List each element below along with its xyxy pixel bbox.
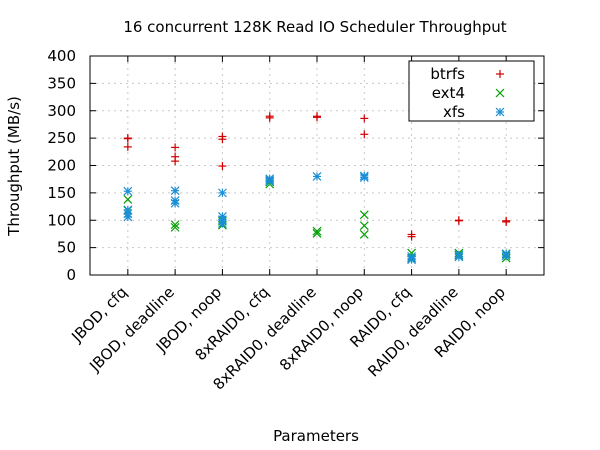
ext4-point (123, 195, 133, 204)
xfs-point (123, 212, 133, 222)
xfs-point (123, 186, 133, 196)
btrfs-point (171, 143, 180, 152)
y-tick-label: 350 (47, 74, 76, 92)
xfs-point (501, 251, 511, 261)
y-tick-label: 300 (47, 102, 76, 120)
xfs-point (312, 172, 322, 181)
ext4-point (312, 228, 322, 238)
xfs-point (265, 176, 275, 186)
y-tick-label: 100 (47, 211, 76, 229)
xfs-point (170, 186, 180, 196)
btrfs-point (360, 130, 369, 139)
btrfs-point (313, 113, 321, 122)
btrfs-point (218, 135, 227, 144)
y-tick-label: 50 (57, 239, 76, 257)
y-tick-label: 150 (47, 184, 76, 202)
xfs-point (359, 173, 369, 182)
ext4-point (312, 226, 322, 236)
x-tick-label: JBOD, deadline (85, 283, 178, 376)
btrfs-point (265, 113, 274, 122)
ext4-point (170, 222, 180, 232)
ext4-point (359, 210, 369, 220)
btrfs-point (171, 157, 180, 166)
btrfs-point (123, 142, 132, 151)
legend-marker-xfs (495, 107, 505, 117)
legend-label: ext4 (432, 84, 465, 102)
x-tick-label: 8xRAID0, noop (276, 283, 367, 374)
xfs-point (407, 255, 417, 265)
btrfs-point (454, 216, 463, 225)
y-tick-label: 400 (47, 47, 76, 65)
xfs-point (454, 252, 464, 262)
xfs-point (170, 198, 180, 208)
xfs-point (217, 219, 227, 228)
btrfs-point (407, 232, 416, 241)
legend-label: btrfs (430, 65, 465, 83)
btrfs-point (360, 114, 369, 123)
legend-marker-btrfs (496, 70, 504, 78)
ext4-point (359, 230, 369, 239)
y-axis: 0 50 100 150 200 250 300 350 400 (47, 47, 544, 284)
x-axis-label: Parameters (273, 427, 359, 445)
legend-label: xfs (443, 103, 465, 121)
y-axis-label: Throughput (MB/s) (5, 96, 23, 237)
data-points (123, 112, 511, 265)
ext4-point (170, 220, 180, 230)
legend-marker-ext4 (495, 88, 505, 98)
chart-title: 16 concurrent 128K Read IO Scheduler Thr… (123, 18, 506, 36)
btrfs-point (218, 162, 227, 171)
btrfs-point (123, 134, 132, 143)
y-tick-label: 250 (47, 129, 76, 147)
xfs-point (217, 188, 227, 198)
y-tick-label: 0 (66, 266, 76, 284)
btrfs-point (502, 217, 511, 226)
legend-box (408, 60, 535, 122)
ext4-point (359, 221, 369, 231)
y-tick-label: 200 (47, 157, 76, 175)
